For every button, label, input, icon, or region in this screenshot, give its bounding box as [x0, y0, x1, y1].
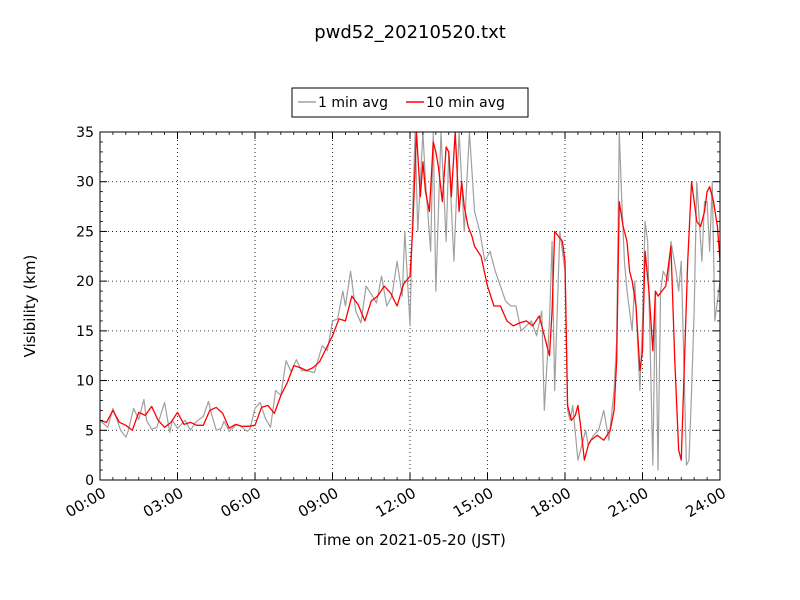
x-tick-label: 00:00	[63, 484, 109, 521]
x-axis-label: Time on 2021-05-20 (JST)	[313, 531, 506, 549]
y-tick-label: 20	[76, 274, 94, 290]
series-layer	[100, 132, 720, 471]
y-tick-label: 30	[76, 175, 94, 191]
y-tick-label: 0	[85, 473, 94, 489]
series-10min-avg	[100, 132, 720, 461]
series-line	[100, 132, 720, 461]
x-tick-label: 24:00	[683, 484, 729, 521]
x-tick-label: 03:00	[140, 484, 186, 521]
axis-ticks: 0 5 10 15 20 25 30 35 00:00 03:00 06:00 09:00 12:00 1…	[63, 125, 729, 521]
legend-label-1min: 1 min avg	[318, 95, 388, 111]
x-tick-label: 12:00	[373, 484, 419, 521]
x-tick-label: 06:00	[218, 484, 264, 521]
y-tick-label: 10	[76, 374, 94, 390]
x-tick-label: 18:00	[528, 484, 574, 521]
y-axis-label: Visibility (km)	[21, 255, 39, 358]
x-tick-label: 09:00	[295, 484, 341, 521]
y-tick-label: 25	[76, 224, 94, 240]
y-tick-label: 5	[85, 423, 94, 439]
y-tick-label: 15	[76, 324, 94, 340]
chart-title: pwd52_20210520.txt	[314, 22, 506, 43]
series-line	[100, 132, 720, 471]
legend: 1 min avg 10 min avg	[291, 87, 529, 118]
legend-label-10min: 10 min avg	[426, 95, 505, 111]
series-1min-avg	[100, 132, 720, 471]
x-tick-label: 15:00	[450, 484, 496, 521]
x-tick-label: 21:00	[605, 484, 651, 521]
y-tick-label: 35	[76, 125, 94, 141]
